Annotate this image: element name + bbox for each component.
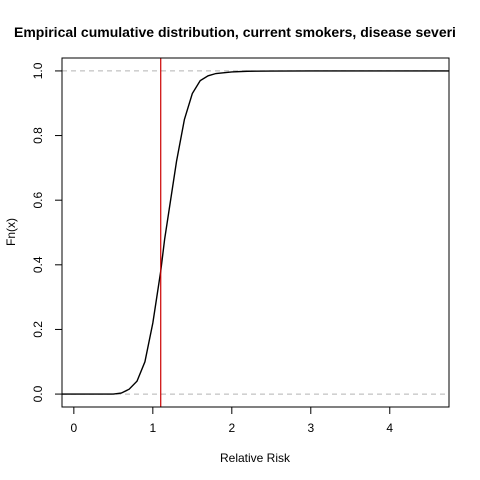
x-tick-label: 0 — [71, 421, 78, 435]
x-tick-label: 3 — [307, 421, 314, 435]
y-tick-label: 1.0 — [31, 62, 45, 79]
y-tick-label: 0.4 — [31, 256, 45, 273]
plot-inner — [62, 58, 449, 407]
chart-title: Empirical cumulative distribution, curre… — [14, 24, 456, 40]
x-axis: 0 1 2 3 4 — [71, 407, 393, 435]
y-tick-label: 0.8 — [31, 127, 45, 144]
y-tick-label: 0.0 — [31, 385, 45, 402]
y-axis-label: Fn(x) — [4, 218, 18, 246]
y-tick-label: 0.2 — [31, 321, 45, 338]
y-axis: 0.0 0.2 0.4 0.6 0.8 1.0 — [31, 62, 62, 402]
x-tick-label: 1 — [149, 421, 156, 435]
x-axis-label: Relative Risk — [220, 451, 291, 465]
x-tick-label: 4 — [386, 421, 393, 435]
x-tick-label: 2 — [228, 421, 235, 435]
y-tick-label: 0.6 — [31, 192, 45, 209]
plot-frame — [61, 57, 450, 408]
ecdf-line-0 — [62, 70, 449, 395]
plot-area: 0 1 2 3 4 0.0 0.2 0.4 0.6 0.8 1.0 — [31, 57, 450, 435]
